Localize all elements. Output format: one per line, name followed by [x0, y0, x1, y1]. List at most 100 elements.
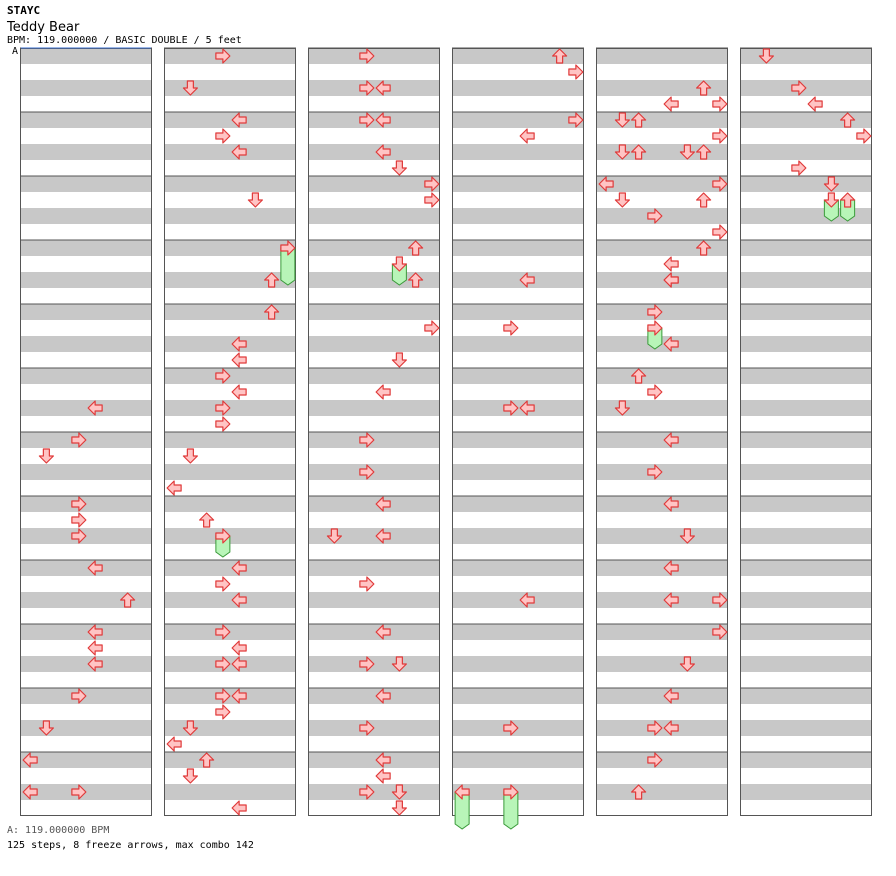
step-arrow-left [663, 720, 679, 736]
step-arrow-down [614, 400, 630, 416]
beat-band [452, 752, 584, 768]
step-arrow-right [359, 656, 375, 672]
beat-band [452, 80, 584, 96]
step-arrow-right [215, 624, 231, 640]
beat-band [740, 464, 872, 480]
beat-band [740, 368, 872, 384]
beat-band [596, 528, 728, 544]
step-arrow-right [503, 720, 519, 736]
beat-band [164, 464, 296, 480]
chart-info: BPM: 119.000000 / BASIC DOUBLE / 5 feet [7, 35, 242, 46]
beat-band [164, 144, 296, 160]
step-arrow-down [182, 720, 198, 736]
beat-band [596, 240, 728, 256]
beat-band [308, 208, 440, 224]
beat-band [164, 592, 296, 608]
beat-band [164, 304, 296, 320]
step-arrow-left [519, 592, 535, 608]
beat-band [740, 656, 872, 672]
beat-band [308, 560, 440, 576]
beat-band [308, 176, 440, 192]
beat-band [308, 592, 440, 608]
step-arrow-up [696, 192, 712, 208]
beat-band [308, 624, 440, 640]
step-arrow-left [519, 400, 535, 416]
step-arrow-right [71, 688, 87, 704]
step-arrow-down [391, 160, 407, 176]
step-arrow-left [663, 336, 679, 352]
step-arrow-left [519, 128, 535, 144]
step-arrow-down [326, 528, 342, 544]
beat-band [452, 688, 584, 704]
beat-band [740, 592, 872, 608]
beat-band [452, 560, 584, 576]
beat-band [452, 528, 584, 544]
step-arrow-down [391, 656, 407, 672]
step-arrow-up [264, 272, 280, 288]
step-arrow-down [391, 352, 407, 368]
step-arrow-right [215, 528, 231, 544]
beat-band [452, 272, 584, 288]
step-arrow-down [391, 256, 407, 272]
step-arrow-right [647, 208, 663, 224]
beat-band [452, 336, 584, 352]
step-arrow-left [375, 80, 391, 96]
step-arrow-right [791, 80, 807, 96]
step-arrow-left [231, 656, 247, 672]
beat-band [308, 688, 440, 704]
beat-band [740, 112, 872, 128]
step-arrow-right [359, 784, 375, 800]
step-arrow-right [71, 512, 87, 528]
beat-band [596, 624, 728, 640]
step-arrow-right [712, 224, 728, 240]
beat-band [308, 752, 440, 768]
step-arrow-left [22, 752, 38, 768]
step-arrow-left [231, 592, 247, 608]
beat-band [596, 432, 728, 448]
step-arrow-left [231, 560, 247, 576]
beat-band [20, 464, 152, 480]
step-arrow-right [647, 304, 663, 320]
beat-band [596, 496, 728, 512]
step-arrow-up [408, 272, 424, 288]
step-arrow-left [663, 560, 679, 576]
beat-band [596, 176, 728, 192]
beat-band [452, 112, 584, 128]
beat-band [308, 368, 440, 384]
step-arrow-right [503, 320, 519, 336]
step-arrow-up [199, 752, 215, 768]
chart-summary: 125 steps, 8 freeze arrows, max combo 14… [7, 840, 254, 851]
step-arrow-right [712, 128, 728, 144]
beat-band [740, 48, 872, 64]
beat-band [740, 176, 872, 192]
step-arrow-right [71, 432, 87, 448]
step-arrow-right [215, 128, 231, 144]
beat-band [20, 48, 152, 64]
step-arrow-down [182, 448, 198, 464]
step-arrow-right [503, 784, 519, 800]
beat-band [20, 304, 152, 320]
beat-band [308, 144, 440, 160]
beat-band [452, 304, 584, 320]
beat-band [452, 240, 584, 256]
step-arrow-right [359, 576, 375, 592]
step-arrow-left [87, 640, 103, 656]
step-arrow-right [568, 64, 584, 80]
step-arrow-down [614, 192, 630, 208]
beat-band [20, 112, 152, 128]
step-arrow-left [87, 400, 103, 416]
step-arrow-right [215, 48, 231, 64]
step-arrow-down [391, 784, 407, 800]
step-arrow-right [424, 320, 440, 336]
beat-band [164, 80, 296, 96]
step-arrow-left [166, 736, 182, 752]
step-arrow-left [231, 688, 247, 704]
step-arrow-right [280, 240, 296, 256]
step-arrow-right [215, 576, 231, 592]
beat-band [20, 176, 152, 192]
beat-band [596, 784, 728, 800]
step-arrow-right [215, 688, 231, 704]
step-arrow-left [231, 144, 247, 160]
step-arrow-down [679, 528, 695, 544]
beat-band [308, 272, 440, 288]
